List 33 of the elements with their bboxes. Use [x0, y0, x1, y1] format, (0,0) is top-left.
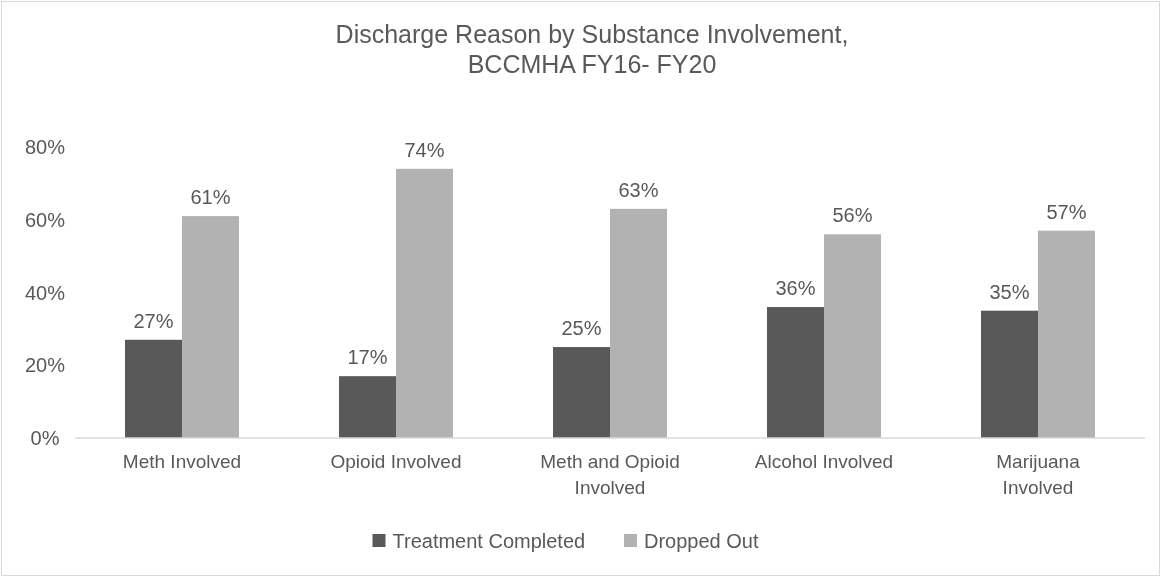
data-label: 74% — [404, 138, 445, 161]
bar — [981, 310, 1038, 438]
data-label: 36% — [775, 277, 816, 300]
bar — [610, 208, 667, 438]
data-label: 17% — [347, 346, 388, 369]
y-tick-label: 80% — [24, 136, 66, 158]
bar — [182, 216, 239, 438]
data-label: 27% — [133, 309, 174, 332]
x-tick-label: Meth Involved — [122, 451, 242, 472]
data-label: 35% — [989, 280, 1030, 303]
y-tick-label: 40% — [24, 281, 66, 304]
x-tick-label: Marijuana Involved — [996, 451, 1081, 498]
data-label: 56% — [832, 204, 873, 227]
x-tick-label: Meth and Opioid Involved — [540, 451, 680, 498]
bar — [767, 307, 824, 438]
data-label: 61% — [190, 186, 231, 209]
y-tick-label: 20% — [24, 354, 66, 377]
chart-title: Discharge Reason by Substance Involvement, BCCMHA FY16- FY20 — [335, 20, 849, 78]
legend-label: Dropped Out — [644, 530, 759, 552]
data-label: 57% — [1046, 200, 1087, 223]
data-label: 63% — [618, 178, 659, 201]
bar — [396, 168, 453, 438]
x-tick-label: Alcohol Involved — [754, 451, 894, 472]
bar — [824, 234, 881, 438]
x-tick-label: Opioid Involved — [330, 451, 462, 472]
bar — [1038, 230, 1095, 438]
y-tick-label: 60% — [24, 208, 66, 231]
bar — [125, 339, 182, 438]
y-tick-label: 0% — [30, 427, 60, 449]
bar — [339, 376, 396, 438]
data-label: 25% — [561, 317, 602, 340]
legend-label: Treatment Completed — [392, 530, 586, 552]
bar — [553, 347, 610, 438]
